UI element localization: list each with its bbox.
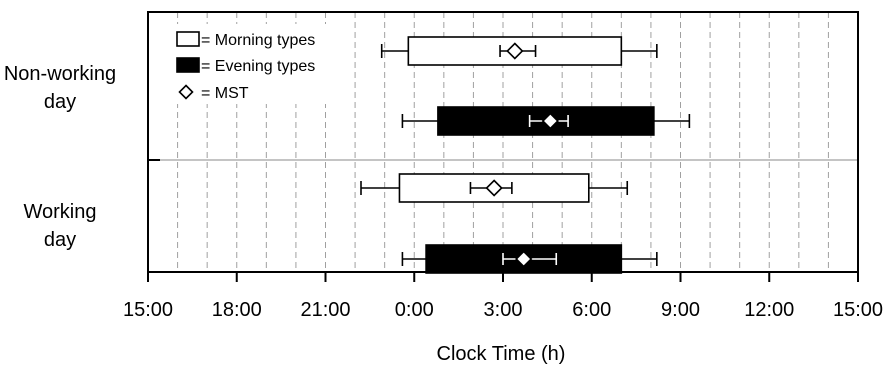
legend-label: = MST (201, 85, 249, 102)
legend: = Morning types = Evening types = MST (168, 24, 348, 104)
box-morning-group1 (360, 173, 629, 203)
x-tick-label: 0:00 (395, 299, 434, 321)
mst-diamond-marker (541, 112, 559, 130)
x-tick-label: 18:00 (212, 299, 262, 321)
x-tick-label: 3:00 (484, 299, 523, 321)
group-label-line1: Working (24, 201, 97, 223)
group-label-line2: day (44, 91, 76, 113)
x-axis-label: Clock Time (h) (437, 343, 566, 365)
legend-swatch-filled-box (176, 57, 200, 73)
legend-label: = Morning types (201, 32, 315, 49)
x-tick-label: 12:00 (744, 299, 794, 321)
x-tick-label: 15:00 (833, 299, 883, 321)
series-layer (360, 36, 691, 274)
legend-swatch-open-box (176, 31, 200, 47)
box-evening-group0 (401, 106, 691, 136)
x-tick-label: 9:00 (661, 299, 700, 321)
group-label-line2: day (44, 229, 76, 251)
legend-label: = Evening types (201, 58, 315, 75)
box-morning-group0 (380, 36, 658, 66)
group-labels: Non-working day Working day (4, 63, 116, 251)
x-tick-label: 6:00 (572, 299, 611, 321)
legend-swatch-diamond (178, 84, 194, 100)
x-axis-ticks: 15:00 18:00 21:00 0:00 3:00 6:00 9:00 12:00 15:0… (123, 272, 883, 321)
mst-diamond-marker (515, 250, 533, 268)
x-tick-label: 21:00 (300, 299, 350, 321)
x-tick-label: 15:00 (123, 299, 173, 321)
mst-diamond-marker (485, 179, 503, 197)
group-label-line1: Non-working (4, 63, 116, 85)
box-evening-group1 (401, 244, 658, 274)
mst-diamond-marker (506, 42, 524, 60)
